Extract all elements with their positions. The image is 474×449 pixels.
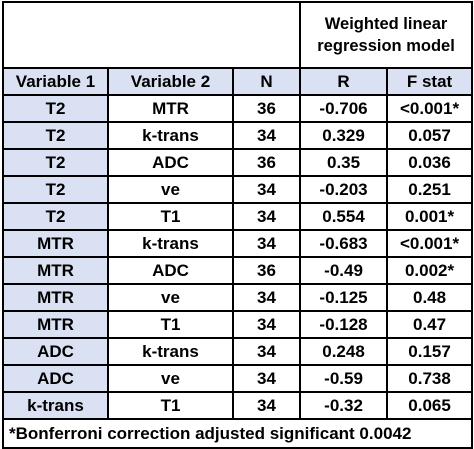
column-header-r: R bbox=[299, 67, 389, 96]
cell-n: 34 bbox=[231, 283, 302, 312]
cell-r: 0.554 bbox=[299, 202, 389, 231]
cell-r: -0.203 bbox=[299, 175, 389, 204]
table-row: T2 ve 34 -0.203 0.251 bbox=[2, 175, 474, 204]
cell-variable1: T2 bbox=[2, 121, 109, 150]
cell-r: 0.329 bbox=[299, 121, 389, 150]
cell-variable2: k-trans bbox=[107, 229, 234, 258]
cell-fstat: 0.057 bbox=[386, 121, 474, 150]
cell-r: -0.706 bbox=[299, 94, 389, 123]
table-row: MTR k-trans 34 -0.683 <0.001* bbox=[2, 229, 474, 258]
cell-fstat: <0.001* bbox=[386, 229, 474, 258]
cell-r: -0.683 bbox=[299, 229, 389, 258]
cell-variable1: T2 bbox=[2, 202, 109, 231]
cell-fstat: 0.157 bbox=[386, 337, 474, 366]
table-row: MTR T1 34 -0.128 0.47 bbox=[2, 310, 474, 339]
footnote: *Bonferroni correction adjusted signific… bbox=[1, 418, 474, 449]
cell-variable1: MTR bbox=[2, 283, 109, 312]
cell-variable1: k-trans bbox=[2, 391, 109, 420]
table-row: T2 MTR 36 -0.706 <0.001* bbox=[2, 94, 474, 123]
cell-fstat: 0.002* bbox=[386, 256, 474, 285]
cell-r: -0.32 bbox=[299, 391, 389, 420]
cell-n: 36 bbox=[231, 94, 302, 123]
model-header-row: Weighted linear regression model bbox=[1, 1, 474, 69]
cell-fstat: 0.036 bbox=[386, 148, 474, 177]
column-header-n: N bbox=[231, 67, 302, 96]
cell-n: 34 bbox=[231, 364, 302, 393]
cell-fstat: 0.47 bbox=[386, 310, 474, 339]
cell-variable2: ADC bbox=[107, 256, 234, 285]
column-header-variable1: Variable 1 bbox=[2, 67, 109, 96]
cell-r: -0.125 bbox=[299, 283, 389, 312]
table-row: T2 T1 34 0.554 0.001* bbox=[2, 202, 474, 231]
cell-n: 36 bbox=[231, 256, 302, 285]
column-header-fstat: F stat bbox=[386, 67, 474, 96]
cell-n: 36 bbox=[231, 148, 302, 177]
cell-variable2: ADC bbox=[107, 148, 234, 177]
cell-n: 34 bbox=[231, 337, 302, 366]
cell-variable1: T2 bbox=[2, 94, 109, 123]
table-row: ADC k-trans 34 0.248 0.157 bbox=[2, 337, 474, 366]
table-row: T2 k-trans 34 0.329 0.057 bbox=[2, 121, 474, 150]
cell-r: -0.49 bbox=[299, 256, 389, 285]
cell-fstat: 0.001* bbox=[386, 202, 474, 231]
cell-fstat: <0.001* bbox=[386, 94, 474, 123]
cell-variable1: MTR bbox=[2, 256, 109, 285]
cell-n: 34 bbox=[231, 175, 302, 204]
cell-variable1: ADC bbox=[2, 364, 109, 393]
cell-variable2: T1 bbox=[107, 310, 234, 339]
table-row: k-trans T1 34 -0.32 0.065 bbox=[2, 391, 474, 420]
model-title-line1: Weighted linear bbox=[324, 15, 448, 33]
column-header-row: Variable 1 Variable 2 N R F stat bbox=[2, 67, 474, 96]
cell-n: 34 bbox=[231, 310, 302, 339]
cell-r: -0.59 bbox=[299, 364, 389, 393]
cell-r: -0.128 bbox=[299, 310, 389, 339]
cell-r: 0.248 bbox=[299, 337, 389, 366]
cell-n: 34 bbox=[231, 391, 302, 420]
table-row: ADC ve 34 -0.59 0.738 bbox=[2, 364, 474, 393]
cell-variable2: k-trans bbox=[107, 337, 234, 366]
cell-variable1: T2 bbox=[2, 148, 109, 177]
cell-fstat: 0.251 bbox=[386, 175, 474, 204]
cell-n: 34 bbox=[231, 202, 302, 231]
cell-fstat: 0.065 bbox=[386, 391, 474, 420]
cell-variable2: T1 bbox=[107, 391, 234, 420]
cell-variable2: MTR bbox=[107, 94, 234, 123]
cell-variable1: MTR bbox=[2, 310, 109, 339]
cell-variable2: ve bbox=[107, 364, 234, 393]
table-row: T2 ADC 36 0.35 0.036 bbox=[2, 148, 474, 177]
cell-n: 34 bbox=[231, 121, 302, 150]
table-row: MTR ve 34 -0.125 0.48 bbox=[2, 283, 474, 312]
empty-header-cell bbox=[1, 1, 302, 69]
model-title-cell: Weighted linear regression model bbox=[299, 1, 474, 69]
footnote-row: *Bonferroni correction adjusted signific… bbox=[1, 418, 474, 449]
cell-variable1: MTR bbox=[2, 229, 109, 258]
cell-variable1: ADC bbox=[2, 337, 109, 366]
cell-variable1: T2 bbox=[2, 175, 109, 204]
cell-variable2: T1 bbox=[107, 202, 234, 231]
column-header-variable2: Variable 2 bbox=[107, 67, 234, 96]
cell-variable2: ve bbox=[107, 283, 234, 312]
cell-r: 0.35 bbox=[299, 148, 389, 177]
table-row: MTR ADC 36 -0.49 0.002* bbox=[2, 256, 474, 285]
model-title-line2: regression model bbox=[317, 37, 455, 55]
cell-fstat: 0.738 bbox=[386, 364, 474, 393]
cell-variable2: k-trans bbox=[107, 121, 234, 150]
cell-fstat: 0.48 bbox=[386, 283, 474, 312]
cell-variable2: ve bbox=[107, 175, 234, 204]
cell-n: 34 bbox=[231, 229, 302, 258]
